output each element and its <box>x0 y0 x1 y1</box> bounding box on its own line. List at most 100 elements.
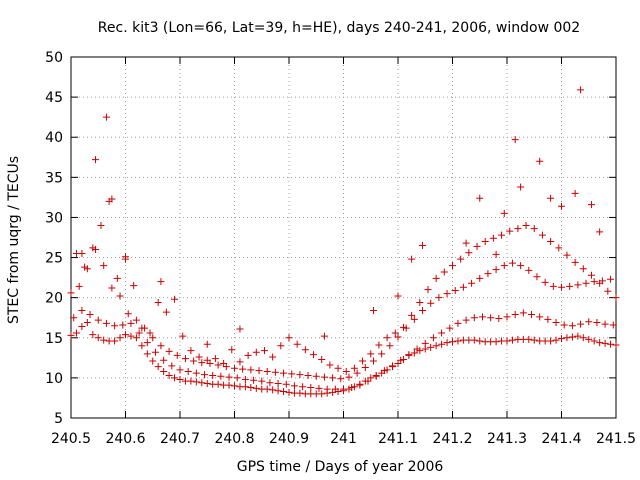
data-point <box>547 337 555 345</box>
data-point <box>277 342 285 350</box>
x-tick-label: 241.5 <box>596 431 636 447</box>
data-point <box>75 282 83 290</box>
data-point <box>350 364 358 372</box>
data-point <box>195 353 203 361</box>
data-point <box>151 348 159 356</box>
data-point <box>413 345 421 353</box>
data-point <box>440 268 448 276</box>
data-point <box>304 371 312 379</box>
data-point <box>143 350 151 358</box>
data-point <box>310 351 318 359</box>
data-point <box>67 331 75 339</box>
data-point <box>154 298 162 306</box>
data-point <box>563 334 571 342</box>
data-point <box>236 325 244 333</box>
data-point <box>530 225 538 233</box>
x-tick-label: 241.4 <box>541 431 581 447</box>
data-point <box>157 278 165 286</box>
data-point <box>329 374 337 382</box>
data-point <box>102 319 110 327</box>
data-point <box>340 385 347 393</box>
data-point <box>146 329 154 337</box>
y-tick-label: 40 <box>45 130 63 146</box>
data-point <box>544 315 552 323</box>
data-point <box>100 262 108 270</box>
data-point <box>220 359 228 367</box>
y-axis-label: STEC from uqrg / TECUs <box>6 156 22 324</box>
data-point <box>552 336 560 344</box>
data-point <box>596 279 604 287</box>
data-point <box>470 314 478 322</box>
axis-ticks <box>70 56 617 419</box>
data-point <box>173 351 181 359</box>
data-point <box>558 335 565 343</box>
data-point <box>427 343 435 351</box>
data-point <box>582 279 590 287</box>
y-axis-tick-labels: 5 10 15 20 25 30 35 40 45 50 <box>45 50 63 427</box>
data-point <box>500 262 508 270</box>
data-point <box>247 384 255 392</box>
data-point <box>280 388 288 396</box>
data-point <box>116 292 124 300</box>
data-point <box>604 287 612 295</box>
data-point <box>258 377 266 385</box>
data-point <box>473 242 481 250</box>
data-point <box>315 384 323 392</box>
data-point <box>225 381 233 389</box>
data-point <box>511 311 519 319</box>
data-point <box>127 319 135 327</box>
data-point <box>391 329 399 337</box>
data-point <box>514 225 522 233</box>
data-point <box>476 194 484 202</box>
data-point <box>454 319 462 327</box>
data-point <box>517 262 525 270</box>
data-point <box>503 337 511 345</box>
data-point <box>132 316 140 324</box>
data-point <box>225 373 233 381</box>
data-point <box>369 357 377 365</box>
data-point <box>427 299 435 307</box>
data-point <box>94 316 102 324</box>
data-point <box>108 195 116 203</box>
data-point <box>111 337 119 345</box>
data-point <box>579 265 587 273</box>
data-point <box>157 342 165 350</box>
y-tick-label: 15 <box>45 331 63 347</box>
data-point <box>571 189 579 197</box>
data-point <box>517 183 525 191</box>
data-point <box>132 334 140 342</box>
data-point <box>538 231 546 239</box>
chart-title: Rec. kit3 (Lon=66, Lat=39, h=HE), days 2… <box>98 20 580 36</box>
y-tick-label: 20 <box>45 291 63 307</box>
data-point <box>337 375 345 383</box>
data-point <box>342 367 350 375</box>
data-point <box>353 369 361 377</box>
data-point <box>318 390 326 398</box>
data-point <box>217 372 225 380</box>
data-point <box>506 227 514 235</box>
data-point <box>187 347 195 355</box>
data-point <box>457 255 465 263</box>
data-point <box>408 311 416 319</box>
data-point <box>241 375 249 383</box>
data-point <box>438 340 446 348</box>
data-point <box>100 336 108 344</box>
data-point <box>449 262 456 270</box>
data-point <box>536 157 544 165</box>
data-point <box>568 333 576 341</box>
data-point <box>462 316 470 324</box>
data-point <box>299 383 307 391</box>
data-point <box>203 356 211 364</box>
data-point <box>500 209 508 217</box>
data-point <box>590 337 598 345</box>
data-point <box>519 309 527 317</box>
data-point <box>149 357 157 365</box>
data-point <box>574 281 582 289</box>
data-point <box>503 313 511 321</box>
x-tick-label: 241.1 <box>378 431 418 447</box>
data-point <box>72 329 80 337</box>
data-point <box>399 323 407 331</box>
data-point <box>394 292 402 300</box>
data-point <box>122 253 129 261</box>
